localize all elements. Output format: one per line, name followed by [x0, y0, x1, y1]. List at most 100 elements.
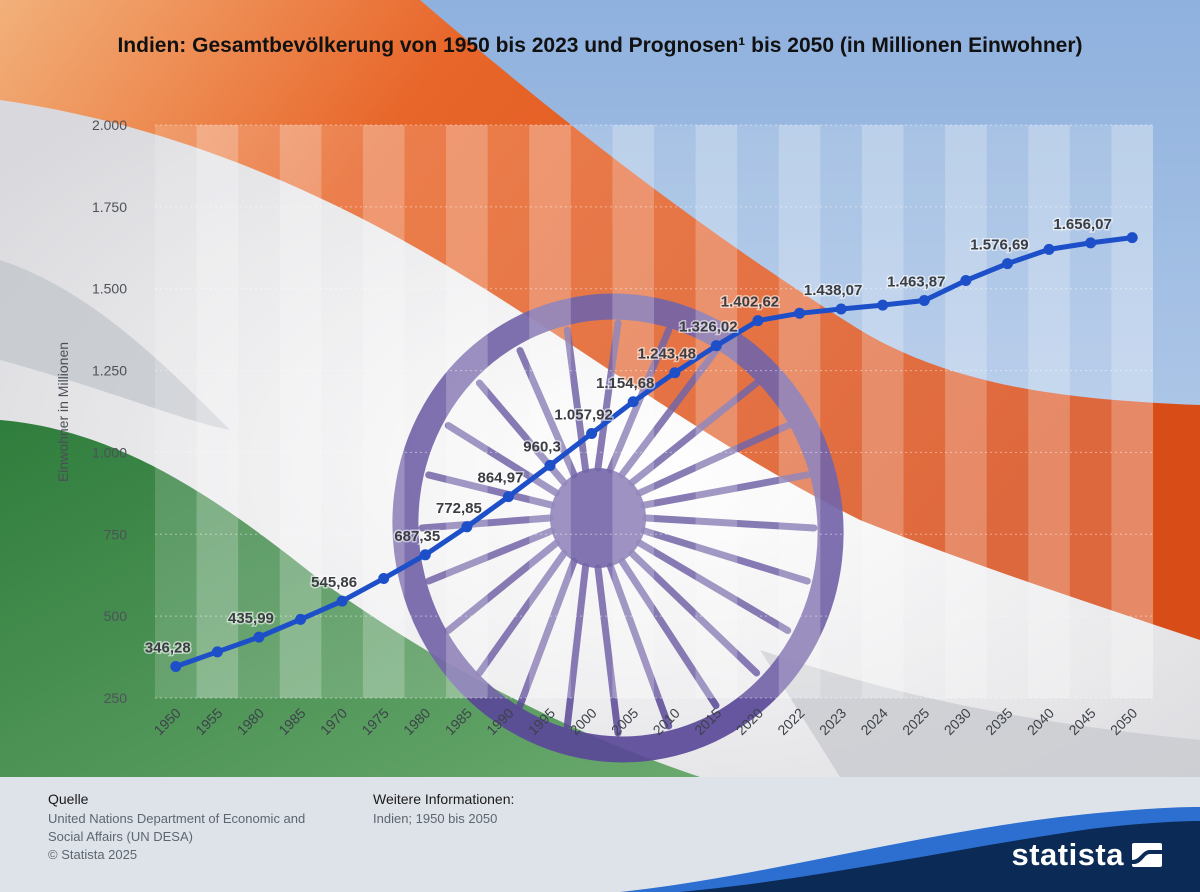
x-tick-label: 1990 — [483, 705, 516, 738]
indian-flag-background — [0, 0, 1200, 777]
data-point[interactable] — [170, 660, 182, 672]
data-label: 346,28 — [145, 639, 191, 656]
column-bands — [196, 125, 1153, 698]
data-label: 960,3 — [523, 438, 561, 455]
chakra-spoke — [425, 471, 556, 509]
source-line-1: United Nations Department of Economic an… — [48, 811, 306, 826]
data-point[interactable] — [918, 295, 930, 307]
data-point[interactable] — [794, 307, 806, 319]
data-point[interactable] — [877, 299, 889, 311]
chakra-spoke — [628, 379, 761, 487]
data-label: 864,97 — [478, 470, 524, 487]
chakra-spoke — [640, 527, 811, 585]
chakra-spoke — [628, 549, 761, 677]
chakra-spoke — [636, 422, 792, 497]
data-point[interactable] — [1085, 237, 1097, 249]
x-tick-label: 2000 — [566, 705, 599, 738]
population-line — [173, 235, 1135, 669]
data-point[interactable] — [586, 427, 598, 439]
data-point[interactable] — [960, 275, 972, 287]
brand-name: statista — [1011, 837, 1124, 872]
data-point[interactable] — [669, 367, 681, 379]
data-point[interactable] — [835, 303, 847, 315]
data-point[interactable] — [1001, 258, 1013, 270]
y-tick-label: 250 — [104, 690, 128, 706]
x-tick-label: 1975 — [358, 705, 391, 738]
data-label: 687,35 — [394, 528, 440, 545]
x-tick-label: 2005 — [608, 705, 641, 738]
data-point[interactable] — [336, 595, 348, 607]
data-labels: 346,28 435,99 545,86 687,35 772,85 864,97 960,… — [143, 214, 1113, 658]
gridlines — [155, 124, 1153, 699]
data-label: 435,99 — [228, 610, 274, 627]
chakra-spoke — [636, 539, 792, 634]
column-band — [1111, 125, 1153, 698]
info-text: Indien; 1950 bis 2050 — [373, 811, 498, 826]
statista-wave-icon — [1132, 843, 1162, 867]
column-band — [695, 125, 738, 698]
data-label: 545,86 — [311, 574, 357, 591]
x-tick-label: 2030 — [941, 705, 974, 738]
data-point[interactable] — [752, 315, 764, 327]
chart-title: Indien: Gesamtbevölkerung von 1950 bis 2… — [117, 34, 1083, 57]
data-point[interactable] — [378, 572, 390, 584]
data-label: 1.057,92 — [554, 406, 612, 423]
y-tick-label: 1.500 — [92, 281, 127, 297]
x-tick-label: 2015 — [691, 705, 724, 738]
statista-logo[interactable]: statista — [1011, 837, 1162, 873]
x-tick-label: 1955 — [192, 705, 225, 738]
column-band — [1028, 125, 1070, 698]
column-band — [778, 125, 821, 698]
x-tick-label: 2023 — [816, 705, 849, 738]
data-point[interactable] — [211, 646, 223, 658]
chakra-spoke — [563, 562, 590, 730]
data-label: 772,85 — [436, 500, 482, 517]
y-tick-label: 1.250 — [92, 363, 127, 379]
x-tick-label: 2025 — [899, 705, 932, 738]
chakra-spoke — [418, 514, 554, 532]
data-point[interactable] — [502, 491, 514, 503]
x-tick-label: 1950 — [151, 705, 184, 738]
data-label: 1.326,02 — [679, 319, 737, 336]
column-band — [861, 125, 904, 698]
data-point[interactable] — [544, 459, 556, 471]
data-label: 1.438,07 — [804, 282, 862, 299]
data-label: 1.402,62 — [721, 294, 779, 311]
data-point[interactable] — [627, 396, 639, 408]
data-point[interactable] — [419, 549, 431, 561]
data-label: 1.243,48 — [638, 346, 696, 363]
data-label: 1.463,87 — [887, 274, 945, 291]
data-point[interactable] — [461, 521, 473, 533]
x-tick-label: 2035 — [982, 705, 1015, 738]
x-tick-label: 2050 — [1107, 705, 1140, 738]
y-tick-label: 500 — [104, 608, 128, 624]
data-point[interactable] — [710, 340, 722, 352]
data-point[interactable] — [253, 631, 265, 643]
chakra-spoke — [640, 471, 811, 509]
data-point[interactable] — [295, 613, 307, 625]
x-tick-label: 2020 — [733, 705, 766, 738]
ashoka-chakra-icon — [392, 293, 844, 763]
chart-area: 250 500 750 1.000 1.250 1.500 1.750 2.000 1950 1… — [0, 0, 1200, 777]
data-label: 1.576,69 — [970, 237, 1028, 254]
data-label: 1.154,68 — [596, 375, 654, 392]
y-tick-label: 2.000 — [92, 117, 127, 133]
data-point[interactable] — [1043, 243, 1055, 255]
chakra-spoke — [563, 326, 590, 474]
x-tick-label: 2024 — [857, 705, 890, 738]
footer-wave — [620, 807, 1200, 892]
chakra-spoke — [618, 346, 720, 479]
x-tick-label: 1985 — [275, 705, 308, 738]
x-tick-label: 1985 — [442, 705, 475, 738]
chakra-spoke — [425, 527, 556, 585]
chakra-spoke — [475, 549, 568, 677]
chakra-spoke — [444, 422, 560, 497]
chakra-spoke — [516, 557, 578, 710]
series-line — [173, 235, 1135, 669]
data-point[interactable] — [1126, 232, 1138, 244]
x-tick-label: 1980 — [400, 705, 433, 738]
chakra-spoke — [642, 514, 818, 532]
column-band — [196, 125, 239, 698]
chakra-spoke — [444, 539, 560, 634]
